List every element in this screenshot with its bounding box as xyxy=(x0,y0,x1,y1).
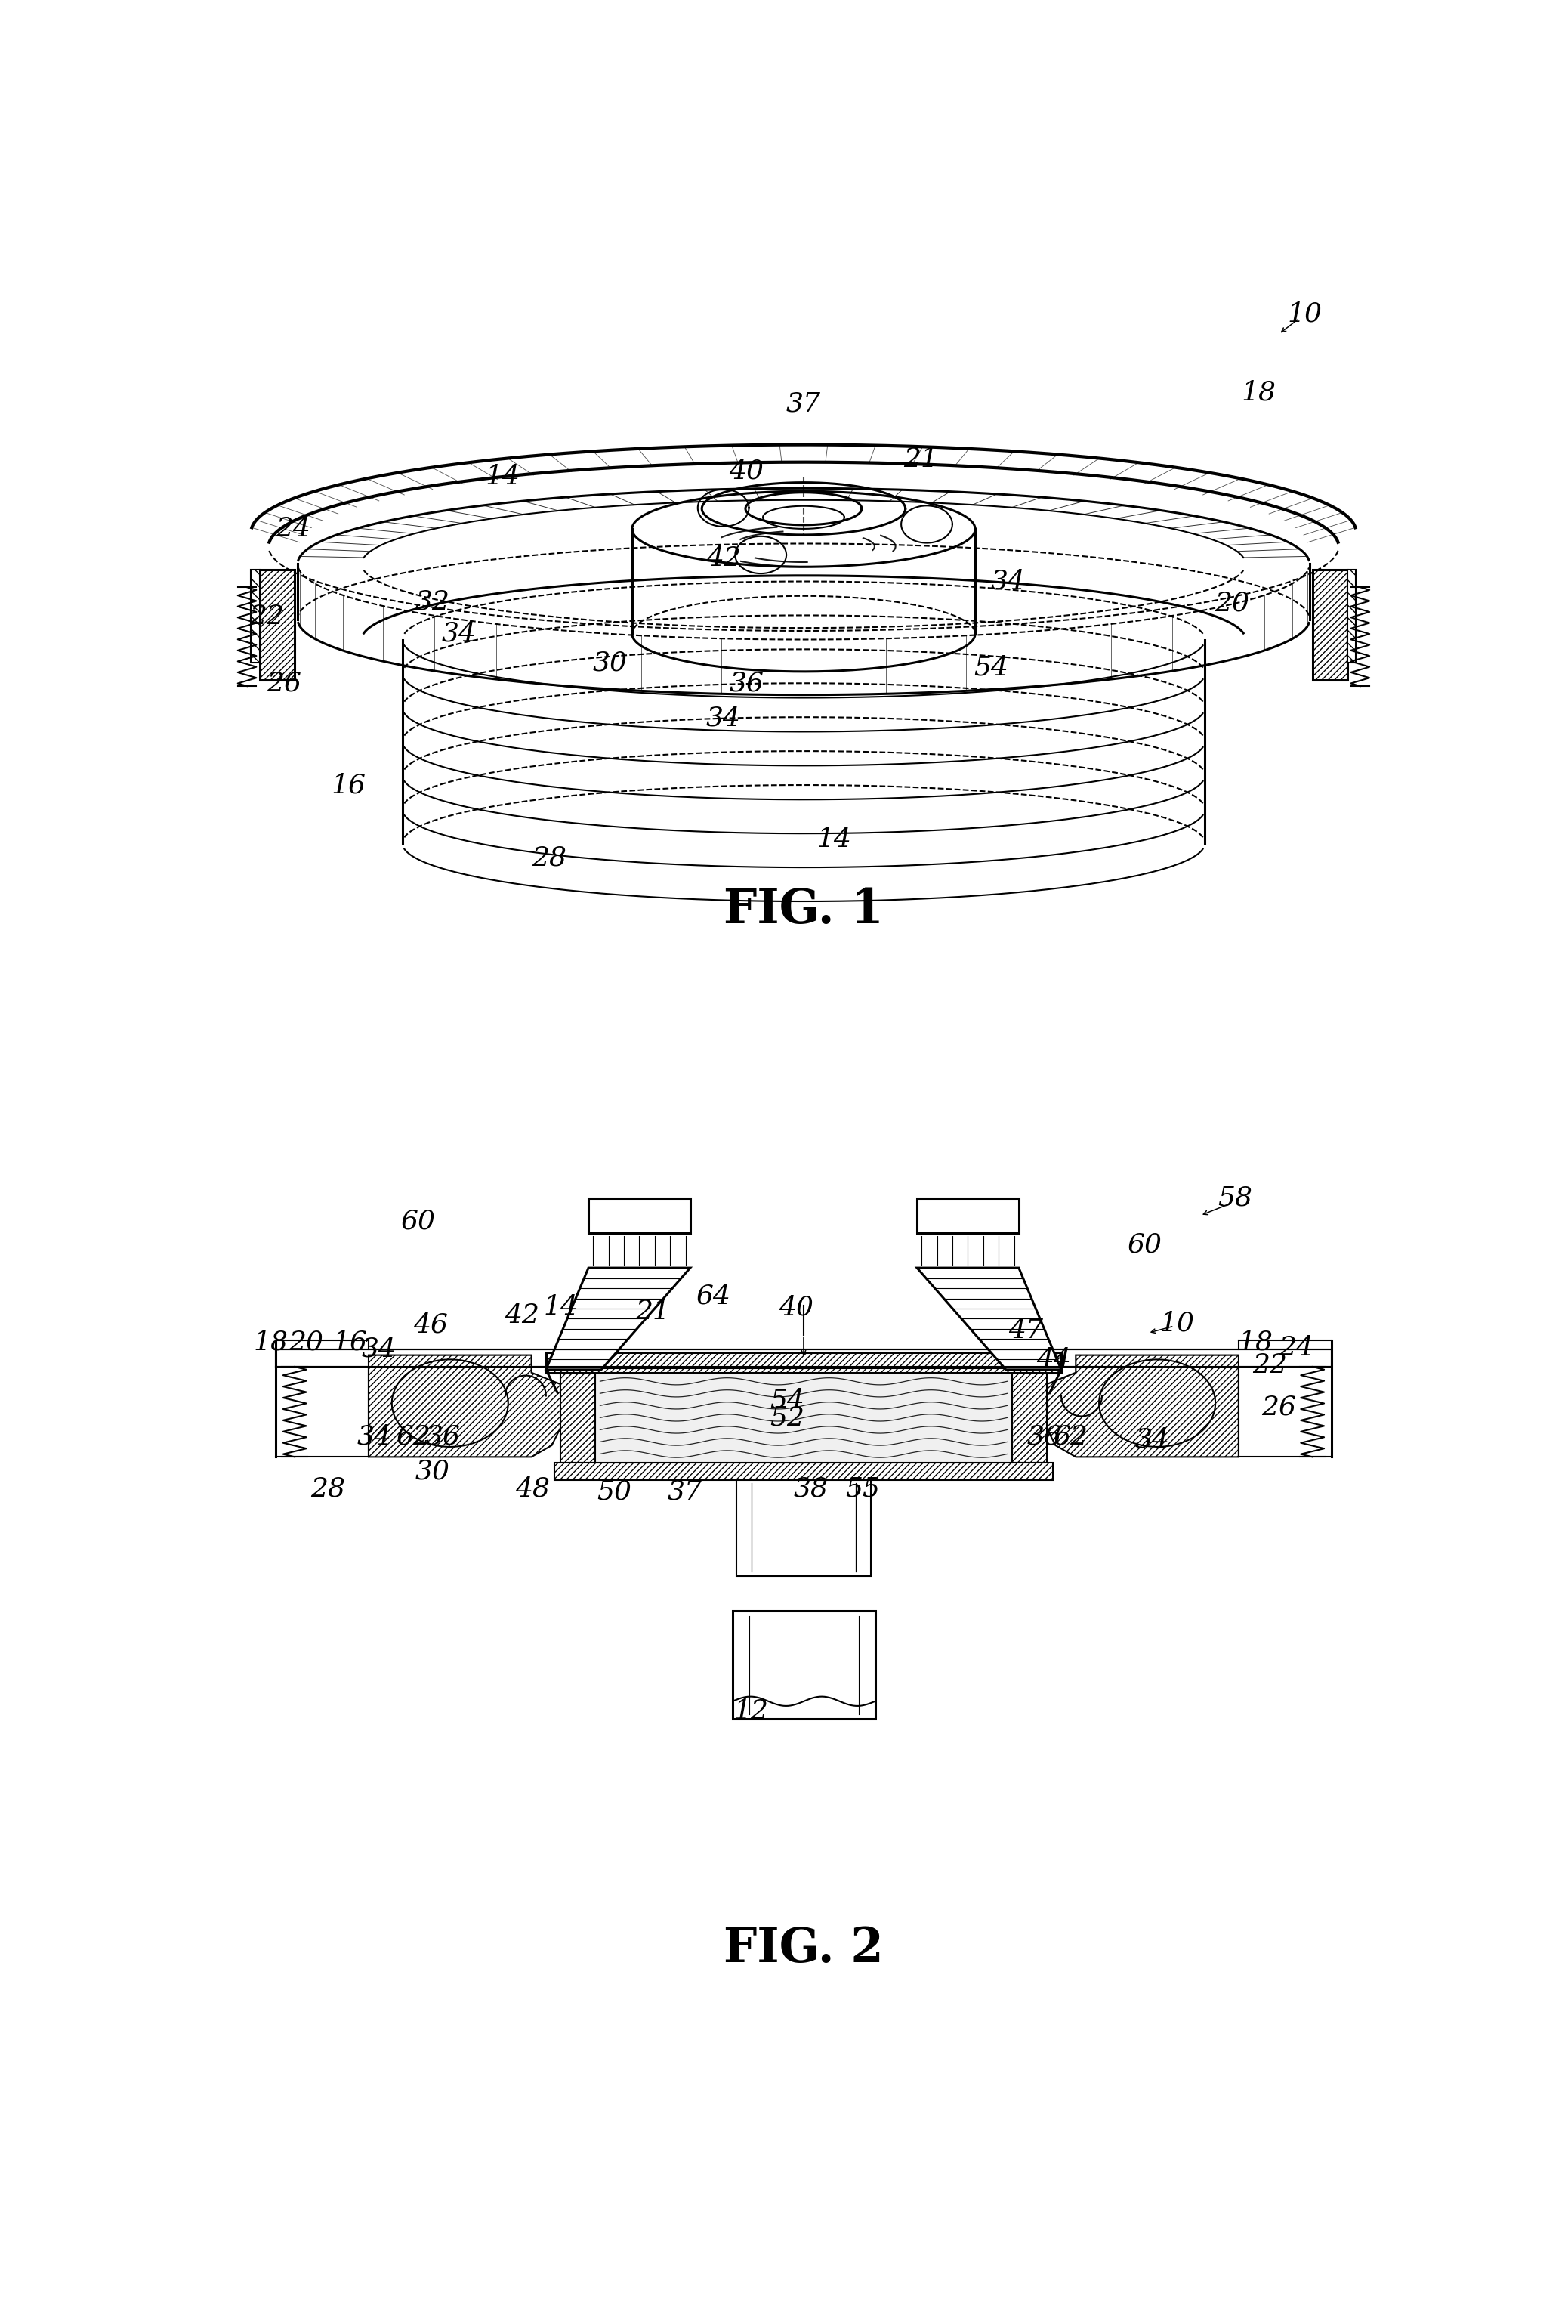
Text: 40: 40 xyxy=(729,458,764,483)
Text: 55: 55 xyxy=(845,1476,880,1501)
Text: 14: 14 xyxy=(817,827,851,853)
Polygon shape xyxy=(392,1360,508,1448)
Text: 36: 36 xyxy=(729,669,764,697)
Bar xyxy=(732,1611,875,1720)
Text: 14: 14 xyxy=(543,1294,579,1320)
Text: 12: 12 xyxy=(734,1699,768,1724)
Text: 34: 34 xyxy=(991,569,1025,595)
Polygon shape xyxy=(1099,1360,1215,1448)
Text: 18: 18 xyxy=(1240,379,1276,404)
Text: 62: 62 xyxy=(1054,1425,1088,1450)
Text: 54: 54 xyxy=(974,655,1008,681)
Polygon shape xyxy=(917,1269,1062,1369)
Text: 22: 22 xyxy=(249,604,284,630)
Text: 20: 20 xyxy=(289,1329,323,1355)
Text: 20: 20 xyxy=(1215,590,1250,616)
Text: 42: 42 xyxy=(706,546,740,572)
Text: 42: 42 xyxy=(505,1304,539,1329)
Text: 30: 30 xyxy=(593,651,627,676)
Text: 37: 37 xyxy=(666,1478,702,1504)
Text: 18: 18 xyxy=(254,1329,289,1355)
Text: 16: 16 xyxy=(331,772,365,797)
Polygon shape xyxy=(546,1269,690,1369)
Text: 16: 16 xyxy=(332,1329,367,1355)
Text: 37: 37 xyxy=(786,390,822,416)
Text: 60: 60 xyxy=(1127,1232,1162,1257)
Bar xyxy=(917,1199,1019,1234)
Text: 64: 64 xyxy=(696,1283,731,1308)
Text: 34: 34 xyxy=(1135,1427,1170,1452)
Text: 30: 30 xyxy=(416,1459,450,1485)
Text: 40: 40 xyxy=(779,1294,814,1320)
Text: 21: 21 xyxy=(903,446,939,472)
Text: 62: 62 xyxy=(397,1425,431,1450)
Text: 46: 46 xyxy=(414,1313,448,1339)
Text: 38: 38 xyxy=(793,1476,828,1501)
Text: 10: 10 xyxy=(1287,300,1322,328)
Text: 52: 52 xyxy=(770,1406,804,1432)
Text: 24: 24 xyxy=(276,516,310,541)
Bar xyxy=(737,1480,870,1576)
Bar xyxy=(1312,569,1347,681)
Text: 47: 47 xyxy=(1008,1318,1043,1343)
Polygon shape xyxy=(368,1355,560,1457)
Text: 34: 34 xyxy=(706,704,740,732)
Text: 18: 18 xyxy=(1239,1329,1273,1355)
Text: 34: 34 xyxy=(358,1425,392,1450)
Polygon shape xyxy=(1047,1355,1239,1457)
Text: 26: 26 xyxy=(1261,1394,1297,1420)
Text: 32: 32 xyxy=(416,588,450,614)
Text: 48: 48 xyxy=(516,1476,550,1501)
Bar xyxy=(276,1350,1331,1367)
Bar xyxy=(1011,1373,1047,1462)
Bar xyxy=(251,569,260,662)
Text: 44: 44 xyxy=(1036,1348,1071,1373)
Text: 60: 60 xyxy=(401,1208,436,1234)
Bar xyxy=(593,1369,1014,1373)
Bar xyxy=(596,1373,1011,1462)
Text: 34: 34 xyxy=(441,621,477,646)
Bar xyxy=(1347,569,1356,662)
Bar xyxy=(555,1462,1052,1480)
Text: 26: 26 xyxy=(267,669,301,697)
Bar xyxy=(560,1373,596,1462)
Text: FIG. 2: FIG. 2 xyxy=(724,1927,883,1971)
Text: 14: 14 xyxy=(485,465,519,490)
Text: 24: 24 xyxy=(1279,1336,1314,1362)
Text: 54: 54 xyxy=(770,1387,804,1413)
Text: 28: 28 xyxy=(310,1476,345,1501)
Text: FIG. 1: FIG. 1 xyxy=(723,888,884,934)
Bar xyxy=(260,569,295,681)
Text: 21: 21 xyxy=(635,1299,670,1325)
Text: 36: 36 xyxy=(1027,1425,1062,1450)
Bar xyxy=(546,1353,1062,1373)
Text: 34: 34 xyxy=(362,1336,397,1362)
Text: 36: 36 xyxy=(425,1425,461,1450)
Text: 58: 58 xyxy=(1218,1185,1253,1211)
Text: 22: 22 xyxy=(1253,1353,1287,1378)
Text: 28: 28 xyxy=(532,846,566,872)
Text: 50: 50 xyxy=(597,1478,632,1504)
Bar xyxy=(588,1199,690,1234)
Text: 10: 10 xyxy=(1160,1311,1195,1336)
